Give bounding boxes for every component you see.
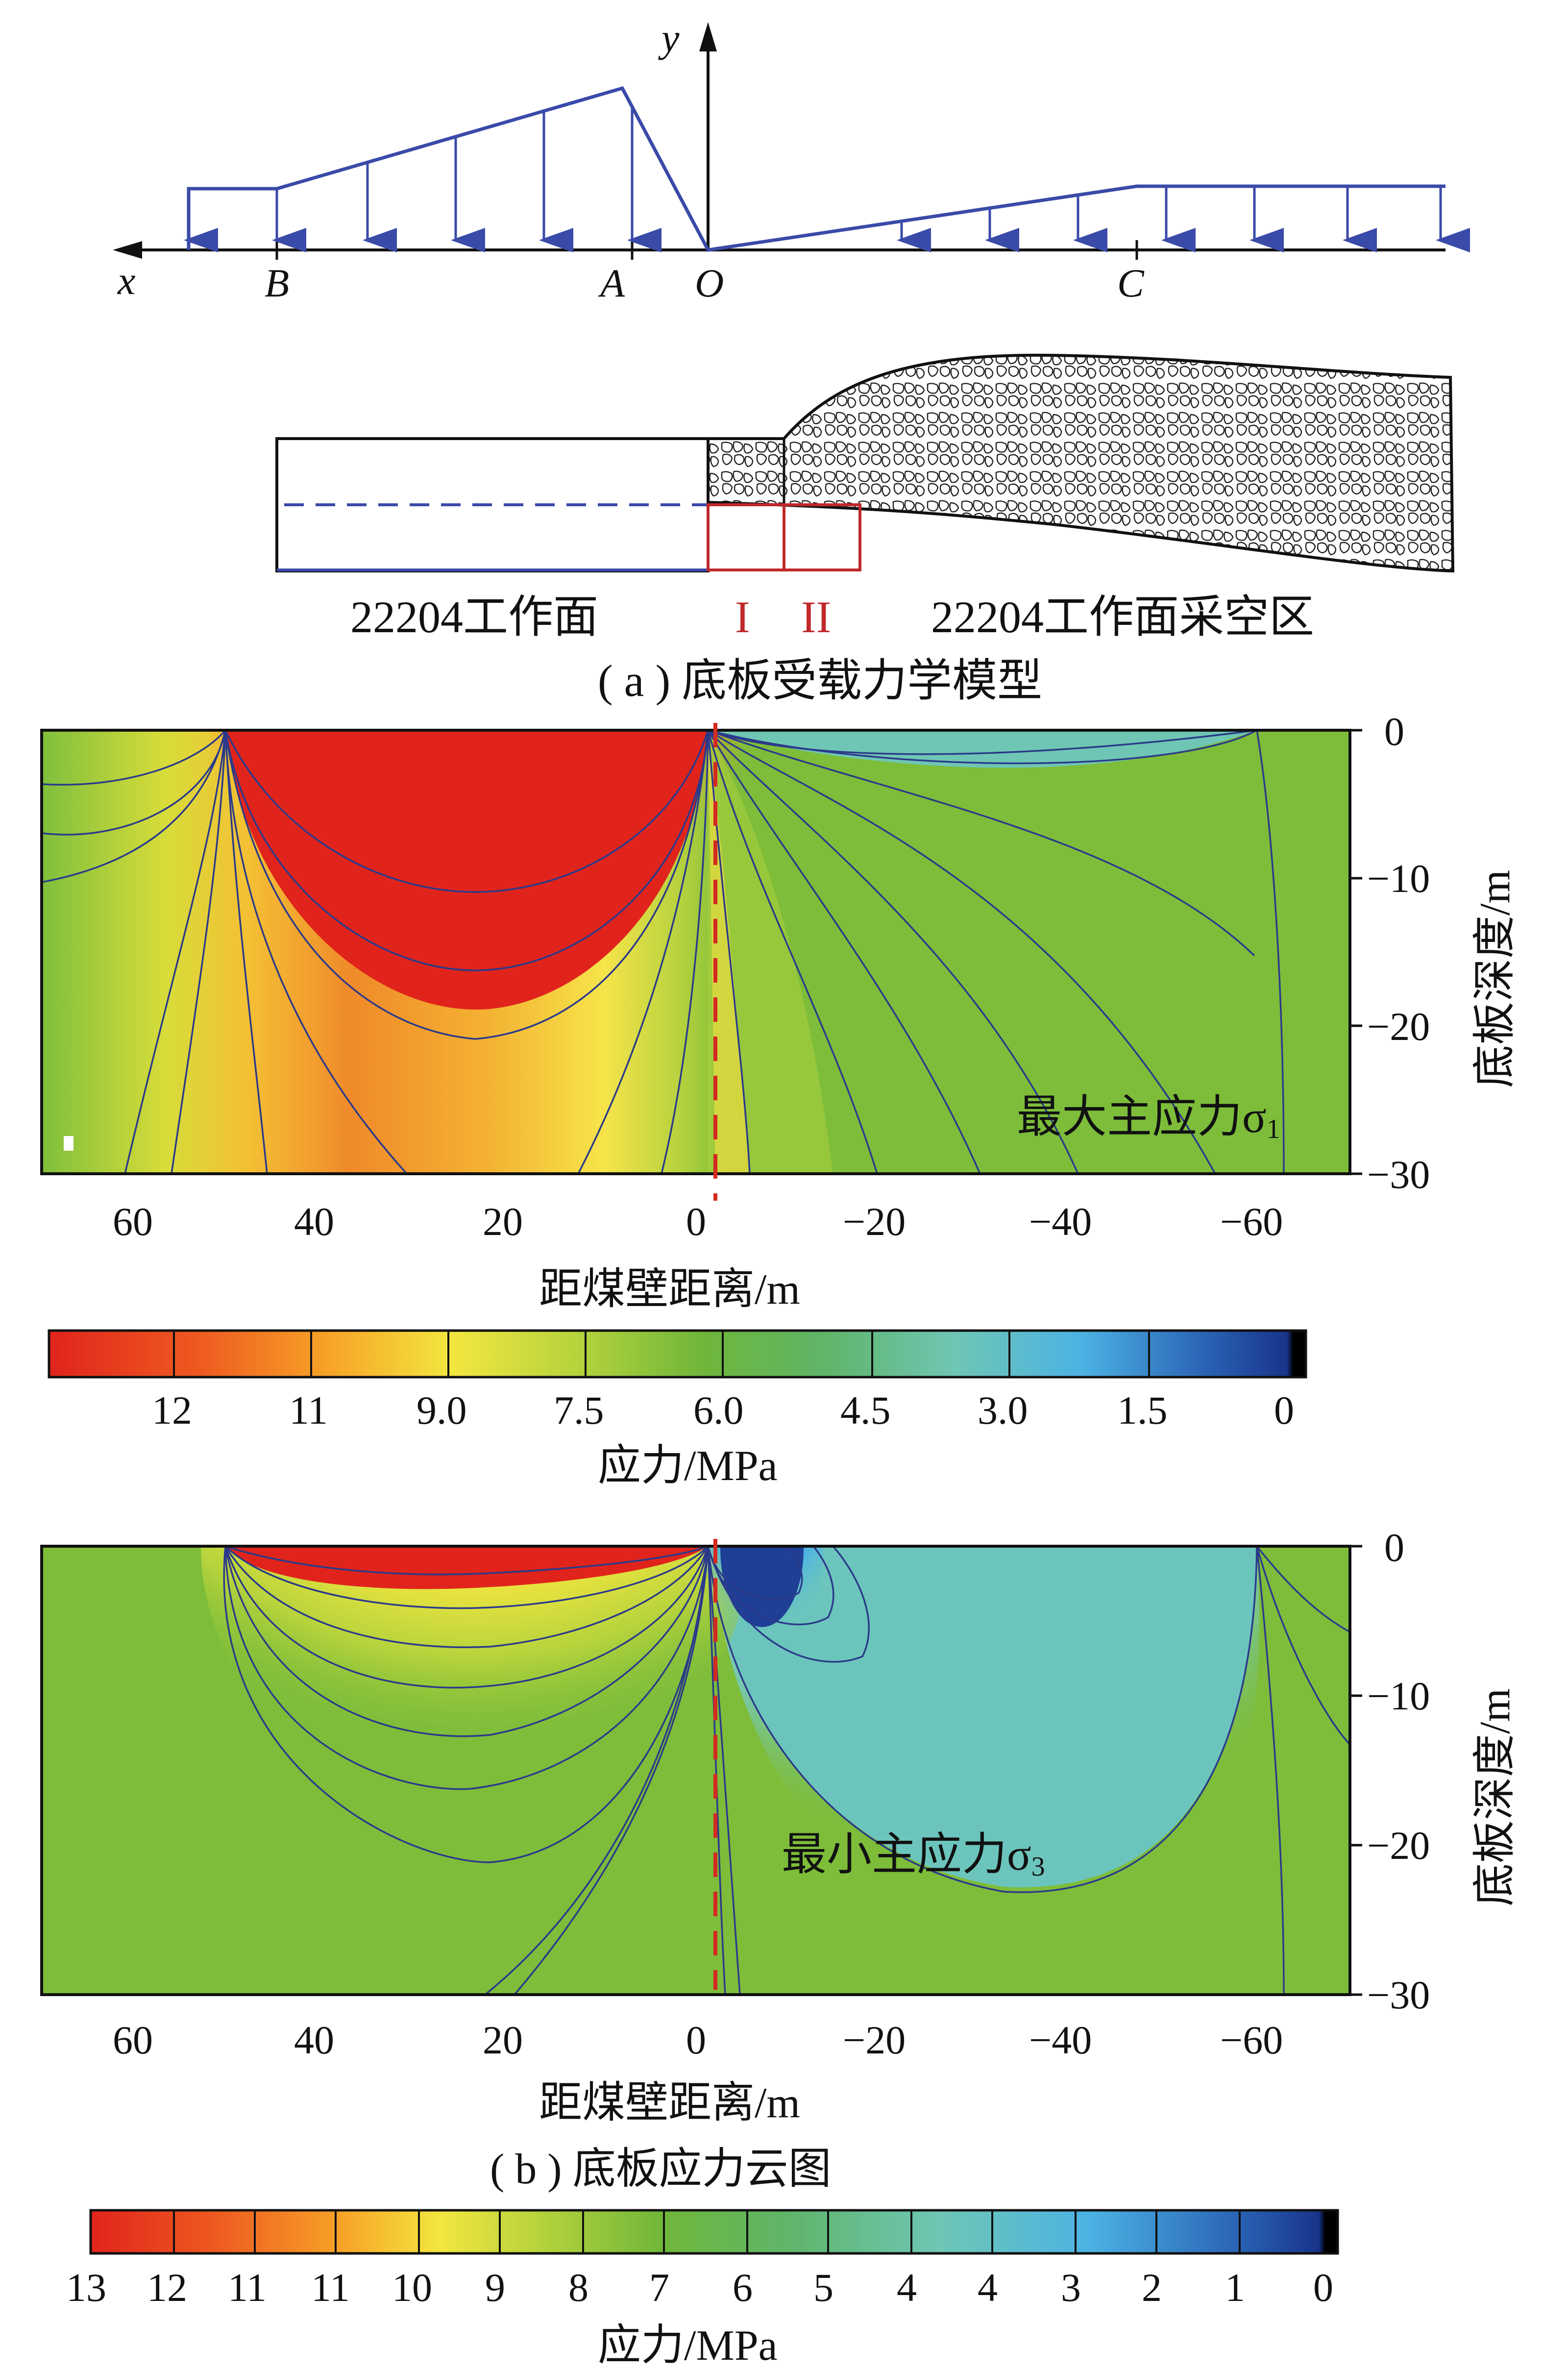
plot2-series-label: 最小主应力σ3	[782, 1829, 1045, 1882]
plot2-xtick-1: 40	[294, 2018, 334, 2062]
cb2-label-1: 12	[147, 2265, 187, 2310]
cb2-label-13: 2	[1142, 2265, 1162, 2310]
point-b-label: B	[265, 261, 289, 305]
cb2-label-5: 9	[485, 2265, 505, 2310]
cb2-label-4: 10	[392, 2265, 432, 2310]
load-profile-line	[187, 86, 1446, 252]
plot1-ytick-1: −10	[1367, 856, 1430, 901]
plot2-ytick-3: −30	[1367, 1973, 1430, 2017]
plot1-ytick-0: 0	[1384, 709, 1404, 754]
cb1-label-2: 9.0	[416, 1388, 467, 1433]
plot2-ylabel: 底板深度/m	[1471, 1688, 1519, 1906]
plot2-xtick-0: 60	[113, 2018, 153, 2062]
cb2-label-3: 11	[311, 2265, 350, 2310]
plot1-y-ticks	[1350, 729, 1362, 1175]
cb1-label-7: 1.5	[1117, 1388, 1168, 1433]
cb2-label-8: 6	[733, 2265, 753, 2310]
plot1-xlabel: 距煤壁距离/m	[539, 1266, 800, 1313]
plot2-frame	[40, 1545, 1351, 1996]
caption-a: ( a ) 底板受载力学模型	[598, 656, 1042, 706]
plot2-xtick-3: 0	[686, 2018, 706, 2062]
plot2-ytick-2: −20	[1367, 1823, 1430, 1868]
cb1-title: 应力/MPa	[598, 1442, 778, 1490]
cb2-label-0: 13	[66, 2265, 106, 2310]
y-axis-label: y	[658, 16, 680, 60]
plot1-xtick-0: 60	[113, 1199, 153, 1244]
plot1-series-label: 最大主应力σ1	[1017, 1092, 1280, 1144]
plot2-ytick-0: 0	[1384, 1525, 1404, 1570]
cb1-label-6: 3.0	[978, 1388, 1028, 1433]
plot1-xtick-6: −60	[1220, 1199, 1283, 1244]
plot2-xtick-6: −60	[1220, 2018, 1283, 2062]
cb1-label-3: 7.5	[554, 1388, 604, 1433]
zone-ii-box	[783, 503, 861, 571]
plot1-xtick-1: 40	[294, 1199, 334, 1244]
plot1-xtick-3: 0	[686, 1199, 706, 1244]
colorbar-2-dividers	[173, 2210, 1241, 2253]
cb2-label-11: 4	[978, 2265, 998, 2310]
cb2-label-2: 11	[228, 2265, 267, 2310]
zone-i-box	[707, 503, 785, 571]
cb2-label-9: 5	[813, 2265, 833, 2310]
cb1-label-4: 6.0	[693, 1388, 744, 1433]
goaf-rubble-area	[707, 353, 1455, 573]
cb2-label-6: 8	[568, 2265, 588, 2310]
cb1-label-1: 11	[289, 1388, 328, 1433]
plot2-ytick-1: −10	[1367, 1674, 1430, 1718]
colorbar-1	[48, 1329, 1307, 1379]
cb2-title: 应力/MPa	[598, 2322, 778, 2370]
plot2-y-ticks	[1350, 1545, 1362, 1996]
x-axis-label: x	[117, 258, 135, 303]
load-model-diagram: y x B A O C 22204工作面 I II 22204工作面采空区 ( …	[113, 16, 1470, 706]
cb2-label-10: 4	[897, 2265, 917, 2310]
zone-ii-label: II	[801, 592, 831, 642]
plot1-frame	[40, 729, 1351, 1175]
cb1-label-8: 0	[1274, 1388, 1294, 1433]
plot1-ylabel: 底板深度/m	[1471, 870, 1519, 1088]
goaf-label: 22204工作面采空区	[931, 592, 1314, 642]
cb1-label-5: 4.5	[840, 1388, 891, 1433]
plot1-ytick-3: −30	[1367, 1152, 1430, 1197]
plot1-xtick-5: −40	[1029, 1199, 1092, 1244]
caption-b: ( b ) 底板应力云图	[490, 2146, 832, 2193]
cb2-label-14: 1	[1225, 2265, 1245, 2310]
cb2-label-12: 3	[1061, 2265, 1081, 2310]
point-c-label: C	[1117, 261, 1145, 305]
plot2-xtick-2: 20	[483, 2018, 523, 2062]
plot2-xlabel: 距煤壁距离/m	[539, 2079, 800, 2127]
cb2-label-15: 0	[1313, 2265, 1333, 2310]
y-axis-arrow-icon	[699, 22, 717, 51]
colorbar-2	[89, 2209, 1339, 2255]
max-principal-stress-contour: 最大主应力σ1 0 −10 −20 −30 底板深度/m 60 40 20 0 …	[40, 709, 1519, 1490]
x-axis-arrow-icon	[113, 241, 142, 259]
plot1-ytick-2: −20	[1367, 1004, 1430, 1049]
cb2-label-7: 7	[649, 2265, 669, 2310]
point-a-label: A	[598, 261, 625, 305]
colorbar-1-dividers	[173, 1331, 1150, 1377]
working-face-label: 22204工作面	[350, 592, 598, 642]
plot1-xtick-4: −20	[843, 1199, 906, 1244]
point-o-label: O	[695, 261, 724, 305]
plot2-xtick-4: −20	[843, 2018, 906, 2062]
zone-i-label: I	[735, 592, 750, 642]
cb1-label-0: 12	[152, 1388, 192, 1433]
min-principal-stress-contour: 最小主应力σ3 0 −10 −20 −30 底板深度/m 60 40 20 0 …	[40, 1525, 1519, 2370]
plot2-xtick-5: −40	[1029, 2018, 1092, 2062]
load-arrows	[184, 105, 1470, 252]
plot1-xtick-2: 20	[483, 1199, 523, 1244]
